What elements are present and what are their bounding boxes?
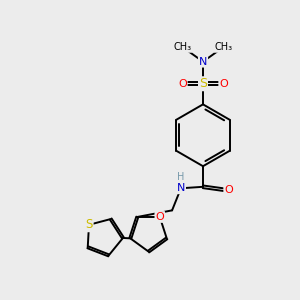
Text: O: O	[178, 79, 187, 89]
Text: CH₃: CH₃	[173, 42, 191, 52]
Text: O: O	[224, 185, 233, 195]
Text: H: H	[177, 172, 184, 182]
Text: O: O	[219, 79, 228, 89]
Text: CH₃: CH₃	[214, 42, 233, 52]
Text: N: N	[199, 57, 207, 67]
Text: S: S	[85, 218, 93, 231]
Text: N: N	[177, 183, 185, 193]
Text: O: O	[155, 212, 164, 222]
Text: S: S	[199, 77, 207, 90]
